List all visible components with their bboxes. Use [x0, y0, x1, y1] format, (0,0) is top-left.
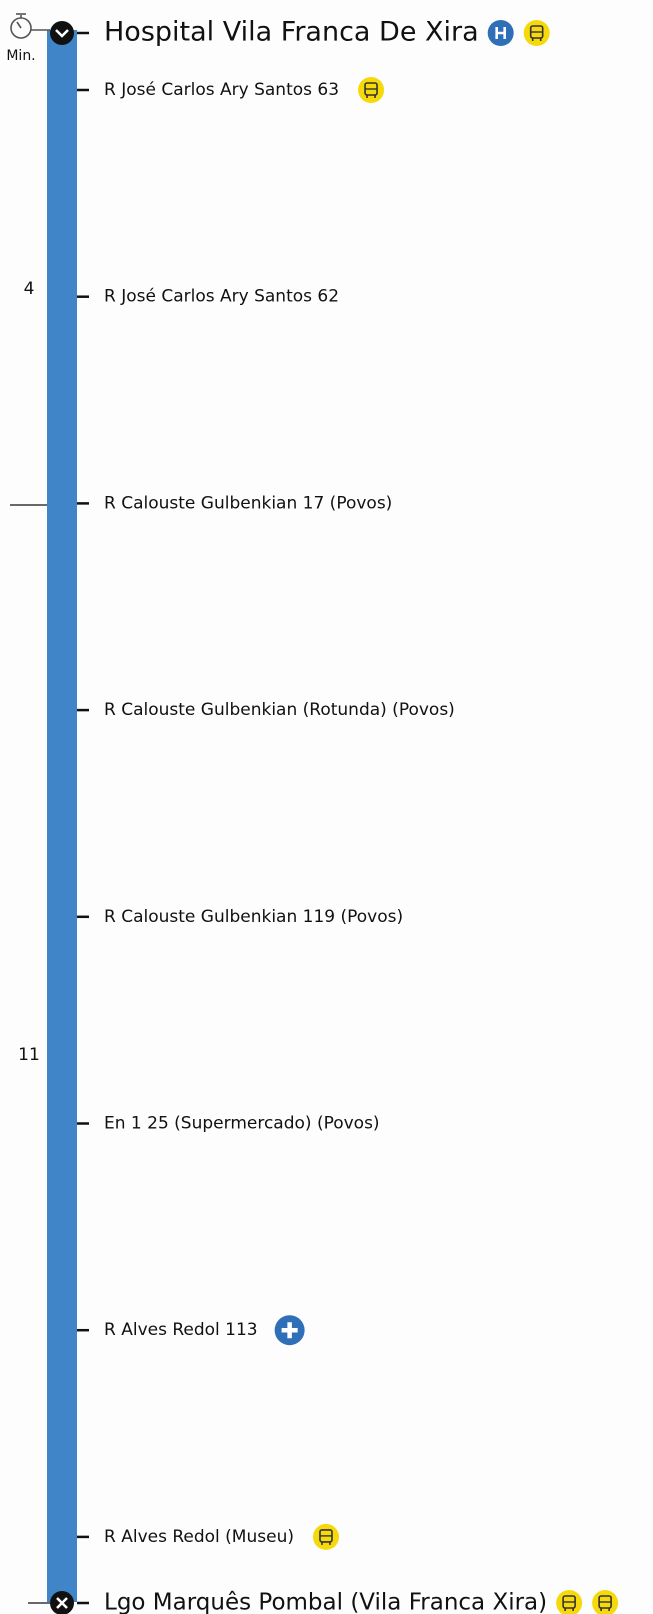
stop-name: R Calouste Gulbenkian 119 (Povos): [104, 907, 403, 927]
bus-icon: [358, 77, 385, 103]
time-marker: 4: [24, 279, 35, 299]
stop-name: R Calouste Gulbenkian 17 (Povos): [104, 493, 392, 513]
bus-icon-bg: [358, 77, 385, 103]
route-line: [47, 30, 77, 1602]
time-marker: 11: [18, 1045, 40, 1065]
stopwatch-icon: [10, 13, 50, 39]
hospital-icon-h: [495, 27, 506, 39]
stop-name: R José Carlos Ary Santos 63: [104, 80, 339, 100]
start-marker-bg: [50, 21, 74, 45]
bus-icon: [592, 1590, 619, 1614]
bus-icon: [312, 1523, 339, 1550]
stop-name: R Alves Redol (Museu): [104, 1527, 294, 1547]
terminal-name: Lgo Marquês Pombal (Vila Franca Xira): [104, 1590, 547, 1614]
start-marker-chevron: [55, 29, 69, 38]
health-icon: [274, 1315, 305, 1346]
stop-name: R Calouste Gulbenkian (Rotunda) (Povos): [104, 700, 455, 720]
bus-icon-bg: [312, 1523, 339, 1550]
terminal-name: Hospital Vila Franca De Xira: [104, 17, 479, 48]
time-unit: Min.: [6, 48, 35, 64]
health-icon-cross: [281, 1322, 298, 1339]
stop-name: En 1 25 (Supermercado) (Povos): [104, 1114, 380, 1134]
bus-icon: [556, 1590, 583, 1614]
bus-icon: [523, 20, 550, 46]
bus-icon-bg: [523, 20, 550, 46]
end-marker-x: [56, 1597, 68, 1609]
hospital-icon: [487, 20, 514, 46]
end-marker: [50, 1591, 74, 1614]
stop-name: R Alves Redol 113: [104, 1320, 258, 1340]
start-marker: [50, 21, 74, 45]
stop-name: R José Carlos Ary Santos 62: [104, 287, 339, 307]
